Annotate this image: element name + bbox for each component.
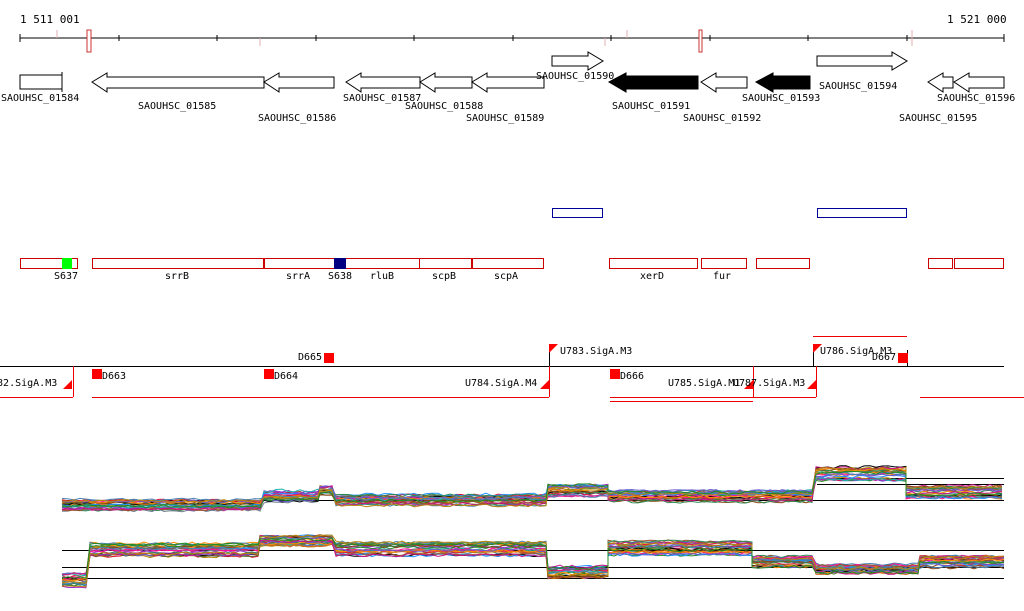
promoter-flag[interactable] <box>540 380 549 389</box>
gene-label: SAOUHSC_01589 <box>466 113 544 124</box>
expression-profile-line <box>61 535 1005 585</box>
gene-track: SAOUHSC_01584 SAOUHSC_01585 SAOUHSC_0158… <box>1 51 1015 124</box>
gene-label: SAOUHSC_01588 <box>405 101 483 112</box>
gene-label: SAOUHSC_01592 <box>683 113 761 124</box>
terminator-d665[interactable] <box>324 353 334 363</box>
expression-profile-line <box>61 471 1003 502</box>
gene-label: SAOUHSC_01591 <box>612 101 690 112</box>
gene-saouhsc-01589[interactable]: SAOUHSC_01589 <box>466 72 545 124</box>
terminator-d663[interactable] <box>92 369 102 379</box>
feature-label: U786.SigA.M3 <box>820 346 892 357</box>
annotation-box[interactable] <box>20 258 78 269</box>
annotation-box[interactable] <box>756 258 810 269</box>
expression-track-bottom <box>61 534 1005 589</box>
feature-label: U782.SigA.M3 <box>0 378 57 389</box>
expression-profile-line <box>61 534 1004 584</box>
gene-saouhsc-01591[interactable]: SAOUHSC_01591 <box>607 72 699 112</box>
marker-s638[interactable] <box>334 258 346 269</box>
gene-label: SAOUHSC_01593 <box>742 93 820 104</box>
coordinate-ruler: 1 511 001 1 521 000 <box>19 13 1007 53</box>
ruler-end: 1 521 000 <box>947 13 1007 26</box>
gene-label: SAOUHSC_01595 <box>899 113 977 124</box>
annotation-track: S637 srrB srrA S638 rluB scpB scpA xerD … <box>20 258 1004 282</box>
promoter-box[interactable] <box>552 208 603 218</box>
annotation-box-srrb[interactable] <box>92 258 264 269</box>
marker-s637[interactable] <box>62 258 72 269</box>
gene-saouhsc-01593[interactable]: SAOUHSC_01593 <box>742 72 820 104</box>
gene-saouhsc-01586[interactable]: SAOUHSC_01586 <box>258 72 336 124</box>
gene-label: SAOUHSC_01587 <box>343 93 421 104</box>
feature-label: U784.SigA.M4 <box>465 378 537 389</box>
annotation-label-xerd: xerD <box>640 271 664 282</box>
annotation-label-srrb: srrB <box>165 271 189 282</box>
feature-label: U787.SigA.M3 <box>733 378 805 389</box>
feature-label: D666 <box>620 371 644 382</box>
expression-profile-line <box>61 477 1003 511</box>
expression-profile-line <box>61 466 1003 508</box>
gene-label: SAOUHSC_01596 <box>937 93 1015 104</box>
annotation-box-scpb[interactable] <box>419 258 472 269</box>
ruler-marker <box>698 29 703 53</box>
gene-saouhsc-01592[interactable]: SAOUHSC_01592 <box>683 72 761 124</box>
annotation-label-scpa: scpA <box>494 271 518 282</box>
expression-profile-line <box>61 539 1004 576</box>
annotation-box-srra[interactable] <box>264 258 335 269</box>
promoter-flag[interactable] <box>549 344 558 353</box>
ruler-marker <box>86 29 92 53</box>
gene-saouhsc-01584[interactable]: SAOUHSC_01584 <box>1 72 79 104</box>
promoter-track <box>552 208 907 218</box>
feature-label: U785.SigA.M1 <box>668 378 740 389</box>
terminator-d664[interactable] <box>264 369 274 379</box>
expression-profile-line <box>61 466 1003 511</box>
terminator-d667[interactable] <box>898 353 908 363</box>
terminator-d666[interactable] <box>610 369 620 379</box>
expression-profile-line <box>61 474 1003 508</box>
gene-saouhsc-01585[interactable]: SAOUHSC_01585 <box>91 72 265 112</box>
expression-profile-line <box>62 470 1003 509</box>
annotation-box[interactable] <box>928 258 953 269</box>
gene-label: SAOUHSC_01586 <box>258 113 336 124</box>
expression-profile-line <box>61 467 1003 505</box>
gene-saouhsc-01595[interactable]: SAOUHSC_01595 <box>899 72 977 124</box>
feature-label: D665 <box>298 352 322 363</box>
expression-track-top <box>61 465 1004 513</box>
expression-profile-line <box>61 473 1003 504</box>
expression-profile-line <box>61 534 1004 581</box>
marker-label-s637: S637 <box>54 271 78 282</box>
feature-label: U783.SigA.M3 <box>560 346 632 357</box>
gene-label: SAOUHSC_01594 <box>819 81 897 92</box>
feature-track: U782.SigA.M3 D663 D664 D665 U783.SigA.M3… <box>0 336 1024 402</box>
expression-profile-line <box>61 537 1005 579</box>
gene-saouhsc-01596[interactable]: SAOUHSC_01596 <box>937 72 1015 104</box>
gene-saouhsc-01594[interactable]: SAOUHSC_01594 <box>816 51 908 92</box>
gene-label: SAOUHSC_01585 <box>138 101 216 112</box>
gene-label: SAOUHSC_01584 <box>1 93 79 104</box>
marker-label-s638: S638 <box>328 271 352 282</box>
annotation-label-srra: srrA <box>286 271 310 282</box>
annotation-box-xerd[interactable] <box>609 258 698 269</box>
annotation-label-rlub: rluB <box>370 271 394 282</box>
annotation-box-scpa[interactable] <box>472 258 544 269</box>
feature-label: D664 <box>274 371 298 382</box>
expression-profile-line <box>61 469 1003 508</box>
promoter-flag[interactable] <box>63 380 72 389</box>
feature-label: D663 <box>102 371 126 382</box>
ruler-start: 1 511 001 <box>20 13 80 26</box>
feature-label: D667 <box>872 352 896 363</box>
annotation-box-fur[interactable] <box>701 258 747 269</box>
promoter-box[interactable] <box>817 208 907 218</box>
gene-label: SAOUHSC_01590 <box>536 71 614 82</box>
gene-saouhsc-01590[interactable]: SAOUHSC_01590 <box>536 51 614 82</box>
gene-saouhsc-01587[interactable]: SAOUHSC_01587 <box>343 72 421 104</box>
annotation-label-scpb: scpB <box>432 271 456 282</box>
annotation-box[interactable] <box>954 258 1004 269</box>
promoter-flag[interactable] <box>744 380 753 389</box>
annotation-box-rlub[interactable] <box>334 258 420 269</box>
promoter-flag[interactable] <box>813 344 822 353</box>
annotation-label-fur: fur <box>713 271 731 282</box>
promoter-flag[interactable] <box>807 380 816 389</box>
